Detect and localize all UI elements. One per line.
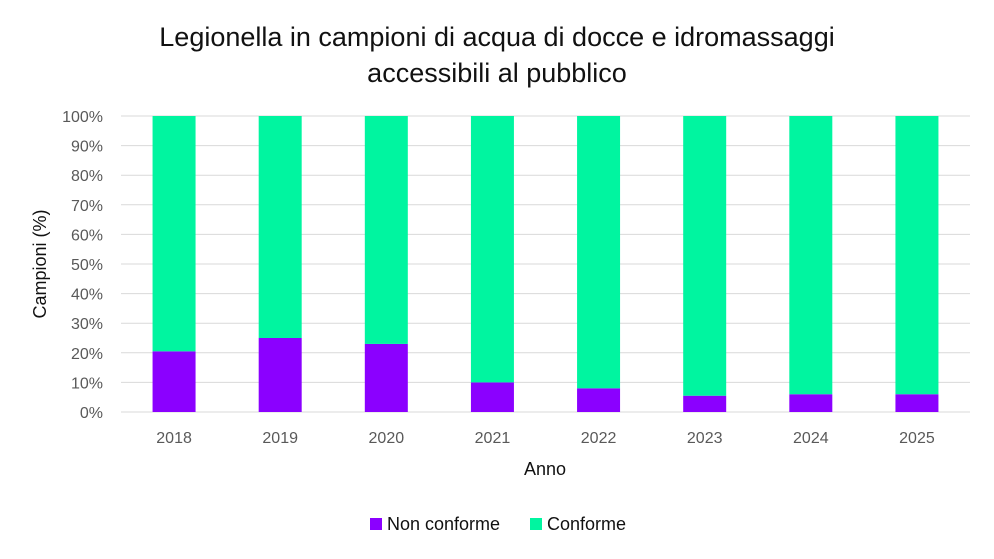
y-tick-label: 90% (71, 139, 103, 156)
bar-non-conforme-2025 (895, 394, 939, 412)
y-tick-label: 30% (71, 316, 103, 333)
y-tick-label: 50% (71, 257, 103, 274)
bar-conforme-2020 (364, 116, 408, 344)
x-tick-label: 2022 (581, 430, 617, 447)
chart-title-line-2: accessibili al pubblico (367, 58, 627, 88)
bar-non-conforme-2018 (152, 351, 196, 412)
x-tick-label: 2020 (369, 430, 405, 447)
gridlines (121, 115, 970, 413)
legend-label-non-conforme: Non conforme (387, 514, 500, 534)
bar-conforme-2022 (577, 116, 621, 389)
x-tick-label: 2023 (687, 430, 723, 447)
bar-non-conforme-2024 (789, 394, 833, 412)
legend-swatch-conforme (530, 518, 542, 530)
y-tick-label: 60% (71, 227, 103, 244)
y-axis-ticks: 0% 10% 20% 30% 40% 50% 60% 70% 80% 90% 100% (62, 109, 103, 422)
y-tick-label: 0% (80, 405, 103, 422)
x-tick-label: 2024 (793, 430, 829, 447)
legend-swatch-non-conforme (370, 518, 382, 530)
bar-conforme-2018 (152, 116, 196, 352)
legend-label-conforme: Conforme (547, 514, 626, 534)
bar-non-conforme-2020 (364, 343, 408, 412)
bar-conforme-2025 (895, 116, 939, 395)
bar-non-conforme-2023 (683, 395, 727, 412)
bar-conforme-2019 (258, 116, 302, 338)
y-tick-label: 70% (71, 198, 103, 215)
bar-conforme-2023 (683, 116, 727, 396)
y-tick-label: 40% (71, 287, 103, 304)
bar-non-conforme-2022 (577, 388, 621, 412)
legend: Non conforme Conforme (370, 514, 626, 534)
x-tick-label: 2018 (156, 430, 192, 447)
y-axis-label: Campioni (%) (30, 209, 50, 318)
bar-non-conforme-2021 (470, 382, 514, 412)
chart-title-line-1: Legionella in campioni di acqua di docce… (159, 22, 834, 52)
bar-non-conforme-2019 (258, 338, 302, 412)
y-tick-label: 20% (71, 346, 103, 363)
bars (152, 116, 939, 412)
x-tick-label: 2019 (262, 430, 298, 447)
x-axis-label: Anno (524, 459, 566, 479)
bar-conforme-2024 (789, 116, 833, 395)
x-tick-label: 2025 (899, 430, 935, 447)
bar-conforme-2021 (470, 116, 514, 383)
y-tick-label: 100% (62, 109, 103, 126)
x-axis-ticks: 2018 2019 2020 2021 2022 2023 2024 2025 (156, 430, 935, 447)
y-tick-label: 80% (71, 168, 103, 185)
x-tick-label: 2021 (475, 430, 511, 447)
y-tick-label: 10% (71, 375, 103, 392)
